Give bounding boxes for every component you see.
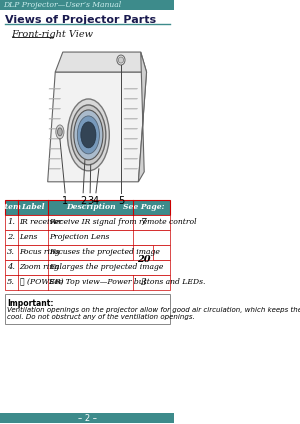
Bar [5, 245, 170, 259]
Polygon shape [138, 52, 146, 182]
Text: Important:: Important: [7, 298, 53, 307]
Text: See Page:: See Page: [123, 203, 164, 211]
Text: DLP Projector—User’s Manual: DLP Projector—User’s Manual [3, 1, 121, 9]
Text: 3.: 3. [7, 248, 15, 256]
Text: 2: 2 [80, 196, 86, 206]
Text: Views of Projector Parts: Views of Projector Parts [5, 15, 156, 25]
Ellipse shape [77, 116, 99, 154]
Bar [0, 413, 174, 423]
Text: 4.: 4. [7, 263, 15, 271]
Bar [5, 215, 170, 230]
Ellipse shape [74, 110, 103, 160]
Polygon shape [55, 52, 146, 72]
Text: See Top view—Power buttons and LEDs.: See Top view—Power buttons and LEDs. [49, 278, 206, 286]
Text: 2.: 2. [7, 233, 15, 241]
Text: Focus ring: Focus ring [20, 248, 60, 256]
Ellipse shape [117, 55, 125, 65]
Bar [5, 293, 170, 324]
Text: IR receiver: IR receiver [20, 218, 62, 226]
Text: 1: 1 [62, 196, 68, 206]
Text: Ventilation openings on the projector allow for good air circulation, which keep: Ventilation openings on the projector al… [7, 307, 300, 320]
Text: 5.: 5. [7, 278, 15, 286]
Bar [0, 0, 174, 10]
Polygon shape [48, 72, 146, 182]
Text: 3: 3 [87, 196, 93, 206]
Text: Zoom ring: Zoom ring [20, 263, 60, 271]
Text: Receive IR signal from remote control: Receive IR signal from remote control [49, 218, 197, 226]
Text: Projection Lens: Projection Lens [49, 233, 110, 241]
Ellipse shape [81, 122, 96, 148]
Ellipse shape [58, 128, 62, 136]
Text: 5: 5 [118, 196, 124, 206]
Text: 3: 3 [140, 278, 146, 287]
Ellipse shape [71, 105, 106, 165]
Text: Front-right View: Front-right View [12, 30, 94, 39]
Ellipse shape [118, 57, 124, 63]
Bar [5, 275, 170, 290]
Bar [5, 230, 170, 245]
Text: 20: 20 [136, 255, 150, 264]
Text: Lens: Lens [20, 233, 38, 241]
Bar [5, 200, 170, 215]
Ellipse shape [68, 99, 109, 171]
Text: Focuses the projected image: Focuses the projected image [49, 248, 160, 256]
Bar [5, 259, 170, 275]
Text: 7: 7 [140, 218, 146, 227]
Text: Description: Description [66, 203, 115, 211]
Text: 1.: 1. [7, 218, 15, 226]
Ellipse shape [56, 125, 64, 139]
Text: Item: Item [1, 203, 21, 211]
Text: Enlarges the projected image: Enlarges the projected image [49, 263, 164, 271]
Text: – 2 –: – 2 – [78, 414, 97, 423]
Bar [134, 245, 153, 275]
Text: Label: Label [21, 203, 44, 211]
Text: 4: 4 [93, 196, 99, 206]
Text: ⏻ (POWER): ⏻ (POWER) [20, 278, 63, 286]
